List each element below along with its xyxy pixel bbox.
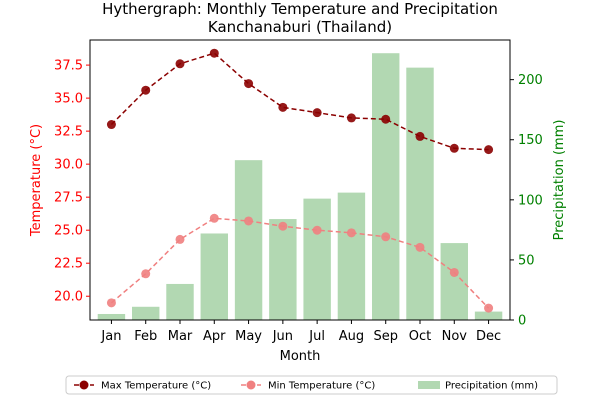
precip-bar-jun bbox=[269, 219, 297, 320]
x-tick-label-oct: Oct bbox=[409, 329, 431, 344]
y-left-tick-label: 37.5 bbox=[54, 59, 83, 74]
max-temp-point-jun bbox=[278, 102, 288, 112]
legend-max-temp-marker-swatch bbox=[79, 380, 89, 390]
precip-bar-aug bbox=[337, 192, 366, 320]
min-temp-point-feb bbox=[141, 269, 151, 279]
max-temp-point-jan bbox=[106, 120, 116, 130]
x-axis-label: Month bbox=[280, 349, 321, 364]
y-left-tick-label: 32.5 bbox=[54, 125, 83, 140]
legend-box bbox=[65, 375, 558, 395]
precip-bar-may bbox=[234, 160, 263, 320]
min-temp-point-mar bbox=[175, 234, 185, 244]
x-tick-label-may: May bbox=[235, 329, 262, 344]
precip-bar-nov bbox=[440, 243, 468, 320]
min-temp-line bbox=[110, 217, 490, 309]
max-temp-point-aug bbox=[346, 113, 356, 123]
x-tick-label-jan: Jan bbox=[100, 329, 121, 344]
y-right-tick-label: 150 bbox=[518, 133, 543, 148]
y-right-tick-label: 0 bbox=[518, 314, 526, 329]
min-temp-point-dec bbox=[484, 303, 494, 313]
y-axis-right-label: Precipitation (mm) bbox=[552, 120, 567, 241]
y-right-tick-label: 200 bbox=[518, 73, 543, 88]
precip-bar-mar bbox=[166, 283, 194, 320]
y-left-tick-label: 27.5 bbox=[54, 191, 83, 206]
y-left-tick-label: 22.5 bbox=[54, 257, 83, 272]
min-temp-point-nov bbox=[449, 267, 459, 277]
min-temp-point-jul bbox=[312, 225, 322, 235]
chart-title-line-1: Hythergraph: Monthly Temperature and Pre… bbox=[102, 0, 498, 18]
precip-bar-apr bbox=[200, 233, 228, 320]
x-tick-label-feb: Feb bbox=[134, 329, 157, 344]
y-left-tick-label: 25.0 bbox=[54, 224, 83, 239]
chart-title-line-2: Kanchanaburi (Thailand) bbox=[208, 18, 392, 36]
x-tick-label-nov: Nov bbox=[442, 329, 468, 344]
min-temp-point-jan bbox=[106, 298, 116, 308]
y-left-tick-label: 20.0 bbox=[54, 290, 83, 305]
max-temp-point-dec bbox=[484, 145, 494, 155]
x-tick-label-mar: Mar bbox=[168, 329, 193, 344]
precip-bar-sep bbox=[372, 53, 400, 321]
x-tick-label-dec: Dec bbox=[476, 329, 501, 344]
y-right-tick-label: 50 bbox=[518, 253, 535, 268]
x-tick-label-sep: Sep bbox=[373, 329, 398, 344]
max-temp-point-mar bbox=[175, 59, 185, 69]
legend: Max Temperature (°C) Min Temperature (°C)… bbox=[65, 375, 558, 395]
precip-bar-dec bbox=[474, 311, 503, 320]
max-temp-point-nov bbox=[449, 143, 459, 153]
legend-min-temp-label: Min Temperature (°C) bbox=[268, 381, 375, 392]
min-temp-point-oct bbox=[415, 242, 425, 252]
x-tick-label-aug: Aug bbox=[339, 329, 364, 344]
x-tick-label-jul: Jul bbox=[308, 329, 325, 344]
legend-precip-label: Precipitation (mm) bbox=[445, 381, 538, 392]
plot-area: Jan Feb Mar Apr May Jun Jul Aug Sep Oct Nov Dec 20.0… bbox=[54, 39, 543, 344]
plot-frame bbox=[89, 39, 511, 321]
precip-bar-feb bbox=[132, 306, 160, 320]
max-temp-point-jul bbox=[312, 108, 322, 118]
precip-bar-jan bbox=[97, 313, 126, 320]
max-temp-point-oct bbox=[415, 131, 425, 141]
min-temp-point-may bbox=[244, 216, 254, 226]
min-temp-point-jun bbox=[278, 221, 288, 231]
legend-precip-swatch bbox=[418, 381, 440, 389]
min-temp-point-sep bbox=[381, 232, 391, 242]
x-tick-label-apr: Apr bbox=[203, 329, 226, 344]
precip-bar-jul bbox=[303, 198, 331, 320]
x-tick-label-jun: Jun bbox=[272, 329, 293, 344]
max-temp-point-may bbox=[244, 79, 254, 89]
y-right-tick-label: 100 bbox=[518, 193, 543, 208]
y-left-tick-label: 30.0 bbox=[54, 158, 83, 173]
y-axis-left-label: Temperature (°C) bbox=[29, 124, 44, 237]
max-temp-line bbox=[110, 52, 489, 151]
max-temp-point-apr bbox=[209, 48, 219, 58]
legend-max-temp-label: Max Temperature (°C) bbox=[101, 381, 211, 392]
y-left-tick-label: 35.0 bbox=[54, 92, 83, 107]
legend-min-temp-marker-swatch bbox=[246, 380, 256, 390]
precip-bar-oct bbox=[406, 67, 434, 320]
max-temp-point-sep bbox=[381, 114, 391, 124]
min-temp-point-aug bbox=[346, 228, 356, 238]
max-temp-point-feb bbox=[141, 85, 151, 95]
min-temp-point-apr bbox=[209, 213, 219, 223]
